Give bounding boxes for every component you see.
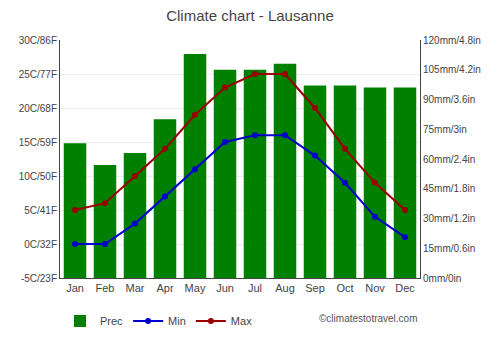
svg-text:Aug: Aug [275, 282, 295, 294]
svg-text:0C/32F: 0C/32F [24, 239, 57, 250]
svg-text:10C/50F: 10C/50F [19, 171, 57, 182]
svg-text:30C/86F: 30C/86F [19, 35, 57, 46]
svg-text:Dec: Dec [395, 282, 415, 294]
svg-text:60mm/2.4in: 60mm/2.4in [423, 154, 475, 165]
svg-text:Sep: Sep [305, 282, 325, 294]
svg-text:Feb: Feb [96, 282, 115, 294]
svg-text:30mm/1.2in: 30mm/1.2in [423, 213, 475, 224]
svg-text:Jan: Jan [66, 282, 84, 294]
svg-text:120mm/4.8in: 120mm/4.8in [423, 35, 481, 46]
svg-text:Min: Min [168, 315, 186, 327]
svg-text:15C/59F: 15C/59F [19, 137, 57, 148]
svg-text:-5C/23F: -5C/23F [21, 273, 57, 284]
svg-text:5C/41F: 5C/41F [24, 205, 57, 216]
svg-text:0mm/0in: 0mm/0in [423, 273, 461, 284]
svg-text:Oct: Oct [336, 282, 353, 294]
svg-text:Apr: Apr [156, 282, 173, 294]
svg-text:©climatestotravel.com: ©climatestotravel.com [319, 313, 418, 324]
svg-text:Nov: Nov [365, 282, 385, 294]
svg-text:May: May [185, 282, 206, 294]
svg-text:Jun: Jun [216, 282, 234, 294]
svg-text:Prec: Prec [100, 315, 123, 327]
svg-text:20C/68F: 20C/68F [19, 103, 57, 114]
svg-text:15mm/0.6in: 15mm/0.6in [423, 243, 475, 254]
svg-text:Climate chart - Lausanne: Climate chart - Lausanne [166, 7, 334, 24]
svg-text:Jul: Jul [248, 282, 262, 294]
svg-text:25C/77F: 25C/77F [19, 69, 57, 80]
svg-text:105mm/4.2in: 105mm/4.2in [423, 64, 481, 75]
svg-text:Mar: Mar [126, 282, 145, 294]
svg-text:90mm/3.6in: 90mm/3.6in [423, 94, 475, 105]
svg-text:45mm/1.8in: 45mm/1.8in [423, 183, 475, 194]
svg-text:75mm/3in: 75mm/3in [423, 124, 467, 135]
svg-text:Max: Max [231, 315, 252, 327]
